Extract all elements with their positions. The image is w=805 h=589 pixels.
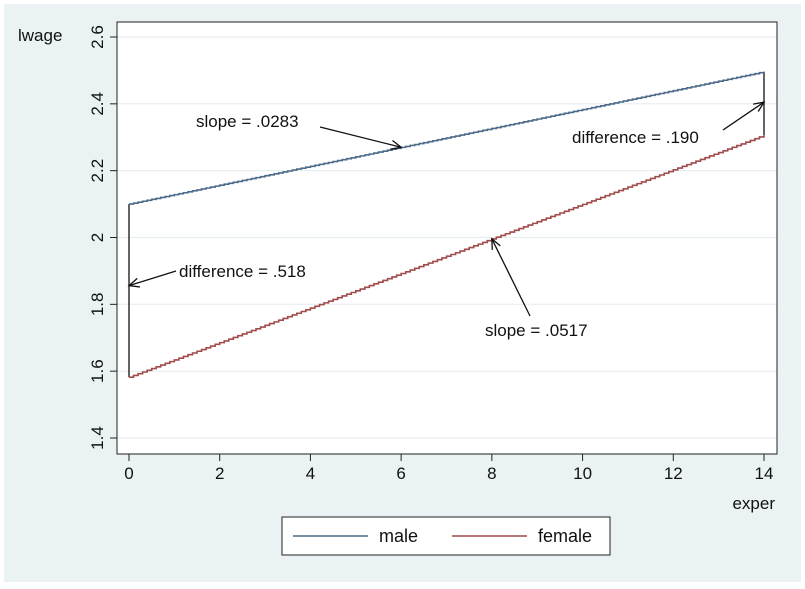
legend-label-female: female <box>538 526 592 546</box>
x-tick-label: 14 <box>755 464 774 483</box>
annotation-label: difference = .190 <box>572 128 699 147</box>
annotation-arrowhead <box>390 139 403 150</box>
annotation-label: slope = .0517 <box>485 321 588 340</box>
annotation-arrow <box>128 270 177 287</box>
series-line-male <box>129 71 765 205</box>
gridlines <box>116 21 778 455</box>
x-axis-title: exper <box>732 494 775 513</box>
x-tick-label: 2 <box>215 464 224 483</box>
legend: male female <box>281 516 611 556</box>
annotations: slope = .0283 slope = .0517 difference = .… <box>127 101 766 340</box>
x-tick-label: 10 <box>573 464 592 483</box>
y-tick-label: 1.4 <box>88 426 107 450</box>
y-axis: 1.4 1.6 1.8 2 2.2 2.4 2.6 <box>88 25 117 450</box>
y-tick-label: 2.6 <box>88 25 107 49</box>
y-tick-label: 2.2 <box>88 159 107 183</box>
x-tick-label: 6 <box>396 464 405 483</box>
annotation-arrowhead <box>127 277 140 288</box>
annotation-arrow <box>722 101 765 131</box>
difference-brackets <box>128 71 765 378</box>
y-axis-title: lwage <box>18 26 62 45</box>
x-tick-label: 12 <box>664 464 683 483</box>
x-tick-label: 4 <box>306 464 315 483</box>
series-lines <box>129 71 765 378</box>
x-axis: 0 2 4 6 8 10 12 14 <box>124 454 773 483</box>
annotation-arrow <box>491 238 531 317</box>
annotation-arrowhead <box>491 237 501 250</box>
annotation-arrow <box>319 126 402 148</box>
y-tick-label: 2 <box>88 233 107 242</box>
x-tick-label: 8 <box>487 464 496 483</box>
y-tick-label: 1.6 <box>88 359 107 383</box>
annotation-label: slope = .0283 <box>196 112 299 131</box>
y-tick-label: 2.4 <box>88 92 107 116</box>
series-line-female <box>129 135 765 378</box>
annotation-arrowhead <box>753 101 766 112</box>
x-tick-label: 0 <box>124 464 133 483</box>
annotation-label: difference = .518 <box>179 262 306 281</box>
y-tick-label: 1.8 <box>88 293 107 317</box>
legend-label-male: male <box>379 526 418 546</box>
